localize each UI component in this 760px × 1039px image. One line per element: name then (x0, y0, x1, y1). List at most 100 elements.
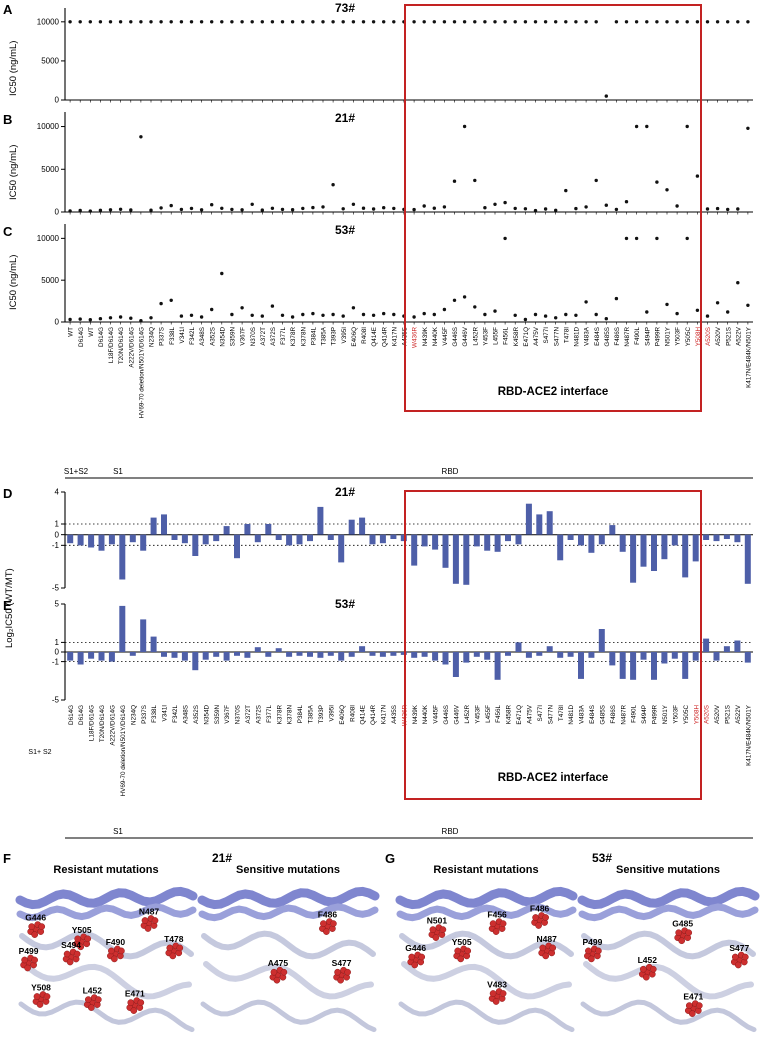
category-label: G446V (462, 326, 469, 346)
ribbon-loop (201, 930, 376, 960)
data-point (574, 313, 578, 317)
category-label: A522V (735, 704, 742, 724)
category-label: A222V/D614G (128, 327, 135, 368)
data-point (88, 318, 93, 322)
bar (421, 534, 428, 547)
data-point (675, 20, 679, 24)
bar (327, 534, 334, 540)
data-point (230, 20, 234, 24)
rbd-ace2-box-bottom (404, 490, 702, 800)
bar (296, 652, 303, 656)
bar (536, 652, 543, 656)
data-point (159, 20, 163, 24)
panel-a-y-axis-label: IC50 (ng/mL) (8, 40, 19, 96)
bar (671, 534, 678, 546)
data-point (432, 20, 436, 24)
y-tick-label: 10000 (37, 122, 60, 131)
bar (254, 534, 261, 543)
category-label: Q414E (360, 705, 367, 725)
residue-sphere (270, 968, 278, 976)
bar (223, 652, 230, 661)
data-point (715, 206, 720, 211)
y-tick-label: 5000 (41, 276, 59, 285)
data-point (493, 309, 497, 313)
data-point (210, 203, 214, 207)
category-label: K417N (391, 327, 398, 347)
bar (744, 534, 751, 584)
category-label: A352S (193, 705, 200, 724)
data-point (604, 317, 608, 321)
group-axis-abc: S1+S2 S1 RBD (64, 467, 753, 479)
panel-letter-e: E (3, 598, 12, 613)
panel-g-resistant-heading: Resistant mutations (433, 864, 539, 876)
data-point (210, 20, 214, 24)
panel-e-title: 53# (334, 597, 356, 611)
category-label: F490L (634, 327, 641, 345)
data-point (108, 20, 113, 24)
data-point (149, 20, 153, 24)
category-label: S477N (553, 327, 560, 347)
category-label: N234Q (149, 327, 156, 347)
category-label: G485S (599, 705, 606, 725)
residue-sphere (66, 958, 74, 966)
residue-Y505: Y505 (452, 937, 472, 963)
data-point (412, 20, 416, 24)
residue-sphere (639, 965, 647, 973)
panel-c-title: 53# (334, 223, 356, 237)
rbd-ace2-box-top (404, 4, 702, 412)
data-point (321, 205, 325, 209)
residue-label: S494 (61, 940, 81, 950)
panel-a-title: 73# (334, 1, 356, 15)
data-point (118, 20, 123, 24)
data-point (240, 208, 244, 212)
data-point (250, 202, 254, 206)
category-label: K458R (506, 705, 513, 725)
residue-P499: P499 (582, 937, 603, 963)
data-point (715, 20, 720, 24)
data-point (513, 20, 517, 24)
data-point (108, 208, 113, 212)
ribbon-helix (16, 903, 197, 922)
category-label: P337S (141, 705, 148, 724)
residue-sphere (151, 917, 159, 924)
residue-label: V483 (487, 980, 507, 990)
y-tick-label: 1 (55, 638, 60, 647)
bar (713, 652, 720, 661)
data-point (199, 208, 204, 212)
residue-label: G485 (672, 919, 693, 929)
bar (536, 514, 543, 535)
data-point (129, 20, 133, 24)
y-tick-label: 0 (55, 96, 60, 105)
bar (619, 652, 626, 679)
category-label: N439K (412, 704, 419, 724)
category-label: Q414R (381, 327, 388, 347)
data-point (371, 207, 376, 211)
residue-label: E471 (125, 989, 145, 999)
residue-sphere (539, 944, 547, 952)
data-point (78, 317, 82, 321)
bar (661, 534, 668, 560)
panel-letter-g: G (385, 851, 396, 866)
category-label: F377L (280, 327, 287, 345)
data-point (98, 20, 103, 24)
data-point (452, 20, 457, 24)
residue-sphere (118, 947, 125, 955)
data-point (746, 126, 750, 130)
data-point (250, 20, 254, 24)
category-label: R408I (361, 327, 368, 344)
bar (171, 534, 178, 540)
residue-F490: F490 (106, 937, 125, 963)
bar (338, 534, 345, 563)
category-label: K458R (513, 327, 520, 347)
data-point (98, 208, 103, 212)
data-point (179, 207, 184, 212)
residue-L452: L452 (83, 986, 102, 1011)
category-label: A348S (183, 705, 190, 724)
bar (67, 652, 74, 661)
ribbon-helix (578, 903, 759, 922)
data-point (382, 206, 386, 210)
data-point (301, 206, 305, 211)
data-point (624, 200, 629, 204)
panel-letter-b: B (3, 112, 13, 127)
y-tick-label: 10000 (37, 234, 60, 243)
